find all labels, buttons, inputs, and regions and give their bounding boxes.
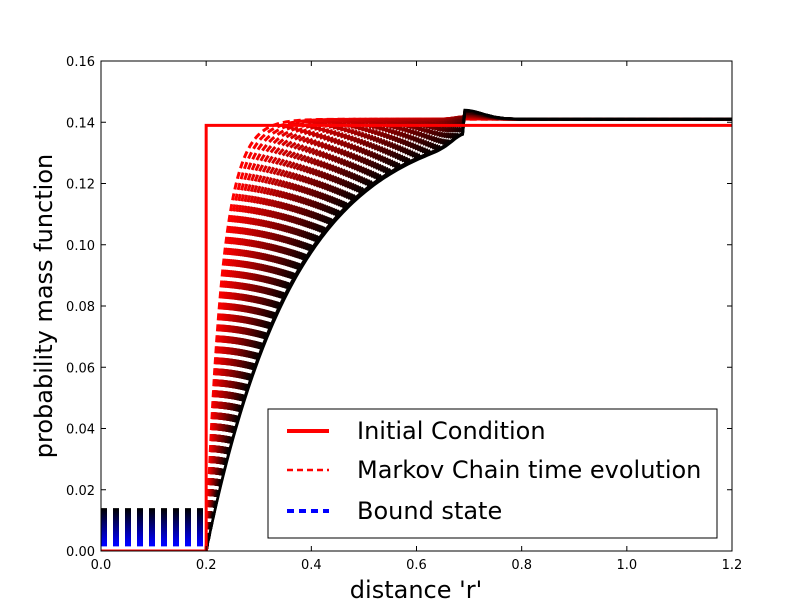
x-axis-label: distance 'r': [350, 576, 482, 604]
x-axis: 0.0 0.2 0.4 0.6 0.8 1.0 1.2: [91, 61, 743, 573]
y-tick-label: 0.02: [66, 484, 95, 499]
x-tick-label: 0.6: [406, 558, 427, 573]
legend-label-evolution: Markov Chain time evolution: [357, 456, 701, 484]
x-tick-label: 1.0: [616, 558, 637, 573]
x-tick-label: 0.4: [301, 558, 322, 573]
legend-box: [267, 408, 718, 539]
evolution-curve: [204, 114, 732, 551]
evolution-curve: [204, 113, 732, 551]
evolution-curve: [204, 115, 732, 551]
evolution-curve: [204, 116, 732, 551]
y-axis: 0.00 0.02 0.04 0.06 0.08 0.10 0.12 0.14 0.16: [66, 55, 732, 560]
y-tick-label: 0.00: [66, 545, 95, 560]
y-tick-label: 0.10: [66, 239, 95, 254]
evolution-curve: [204, 112, 732, 551]
y-tick-label: 0.08: [66, 300, 95, 315]
x-tick-label: 0.0: [91, 558, 112, 573]
y-tick-label: 0.14: [66, 116, 95, 131]
evolution-curve: [204, 110, 732, 551]
y-axis-label: probability mass function: [30, 154, 58, 458]
legend: Initial Condition Markov Chain time evol…: [267, 408, 718, 539]
y-tick-label: 0.12: [66, 178, 95, 193]
evolution-curve: [204, 110, 732, 551]
legend-label-initial: Initial Condition: [357, 417, 546, 445]
x-tick-label: 0.2: [196, 558, 217, 573]
initial-condition-line: [101, 123, 732, 551]
y-tick-label: 0.04: [66, 423, 95, 438]
y-tick-label: 0.16: [66, 55, 95, 70]
data-layer: [101, 108, 732, 551]
evolution-curve: [204, 108, 732, 551]
x-tick-label: 1.2: [722, 558, 743, 573]
legend-label-bound: Bound state: [357, 497, 502, 525]
y-tick-label: 0.06: [66, 361, 95, 376]
x-tick-label: 0.8: [511, 558, 532, 573]
